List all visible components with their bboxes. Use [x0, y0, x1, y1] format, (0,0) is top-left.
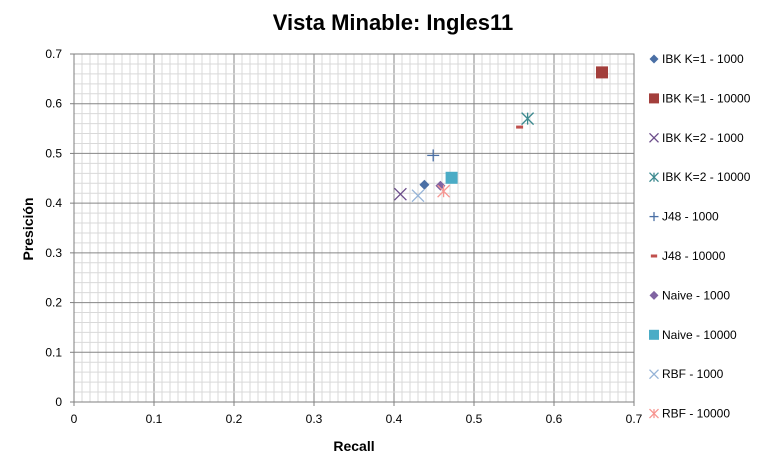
legend-marker-2	[649, 93, 659, 104]
legend-entry-1: IBK K=1 - 1000	[662, 52, 744, 66]
plot-area	[73, 53, 635, 403]
legend-marker-6	[650, 254, 658, 258]
legend-marker-4	[649, 172, 659, 183]
x-axis-ticks: 0 0.1 0.2 0.3 0.4 0.5 0.6 0.7	[71, 402, 643, 426]
point-series-4	[521, 112, 535, 126]
y-tick-label: 0.6	[45, 97, 62, 111]
y-tick-label: 0.1	[45, 345, 62, 359]
legend-marker-9	[649, 369, 659, 380]
x-tick-label: 0.1	[146, 412, 163, 426]
legend-entry-4: IBK K=2 - 10000	[662, 170, 751, 184]
point-series-10	[437, 184, 451, 198]
data-points	[393, 66, 608, 203]
legend-marker-3	[649, 132, 659, 143]
grid-lines	[73, 53, 635, 403]
x-tick-label: 0.5	[466, 412, 483, 426]
y-tick-label: 0.3	[45, 246, 62, 260]
legend-marker-1	[649, 54, 659, 64]
y-tick-label: 0.5	[45, 146, 62, 160]
point-series-6	[516, 125, 524, 129]
legend-marker-5	[649, 212, 659, 222]
x-tick-label: 0.6	[546, 412, 563, 426]
y-axis-ticks: 0 0.1 0.2 0.3 0.4 0.5 0.6 0.7	[45, 47, 74, 409]
point-series-9	[411, 189, 425, 203]
legend-entry-3: IBK K=2 - 1000	[662, 131, 744, 145]
legend-entry-7: Naive - 1000	[662, 288, 730, 302]
legend-marker-7	[649, 290, 659, 300]
legend-marker-8	[649, 329, 659, 340]
point-series-8	[445, 171, 458, 184]
legend-entry-2: IBK K=1 - 10000	[662, 91, 751, 105]
x-tick-label: 0.2	[226, 412, 243, 426]
y-tick-label: 0	[55, 395, 62, 409]
y-tick-label: 0.7	[45, 47, 62, 61]
y-tick-label: 0.2	[45, 296, 62, 310]
chart-title: Vista Minable: Ingles11	[273, 10, 513, 35]
legend-entry-6: J48 - 10000	[662, 249, 726, 263]
x-axis-title: Recall	[333, 438, 374, 454]
x-tick-label: 0	[71, 412, 78, 426]
legend-entry-9: RBF - 1000	[662, 367, 724, 381]
x-tick-label: 0.7	[626, 412, 643, 426]
legend-entry-8: Naive - 10000	[662, 328, 737, 342]
point-series-7	[435, 180, 446, 191]
x-tick-label: 0.4	[386, 412, 403, 426]
legend-marker-10	[649, 408, 659, 419]
point-series-5	[427, 149, 440, 162]
legend: IBK K=1 - 1000 IBK K=1 - 10000 IBK K=2 - 1…	[649, 52, 751, 421]
point-series-3	[393, 187, 407, 201]
legend-entry-5: J48 - 1000	[662, 210, 719, 224]
y-axis-title: Presición	[20, 197, 36, 260]
legend-entry-10: RBF - 10000	[662, 407, 730, 421]
point-series-2	[596, 66, 608, 79]
y-tick-label: 0.4	[45, 196, 62, 210]
x-tick-label: 0.3	[306, 412, 323, 426]
point-series-1	[419, 179, 430, 190]
